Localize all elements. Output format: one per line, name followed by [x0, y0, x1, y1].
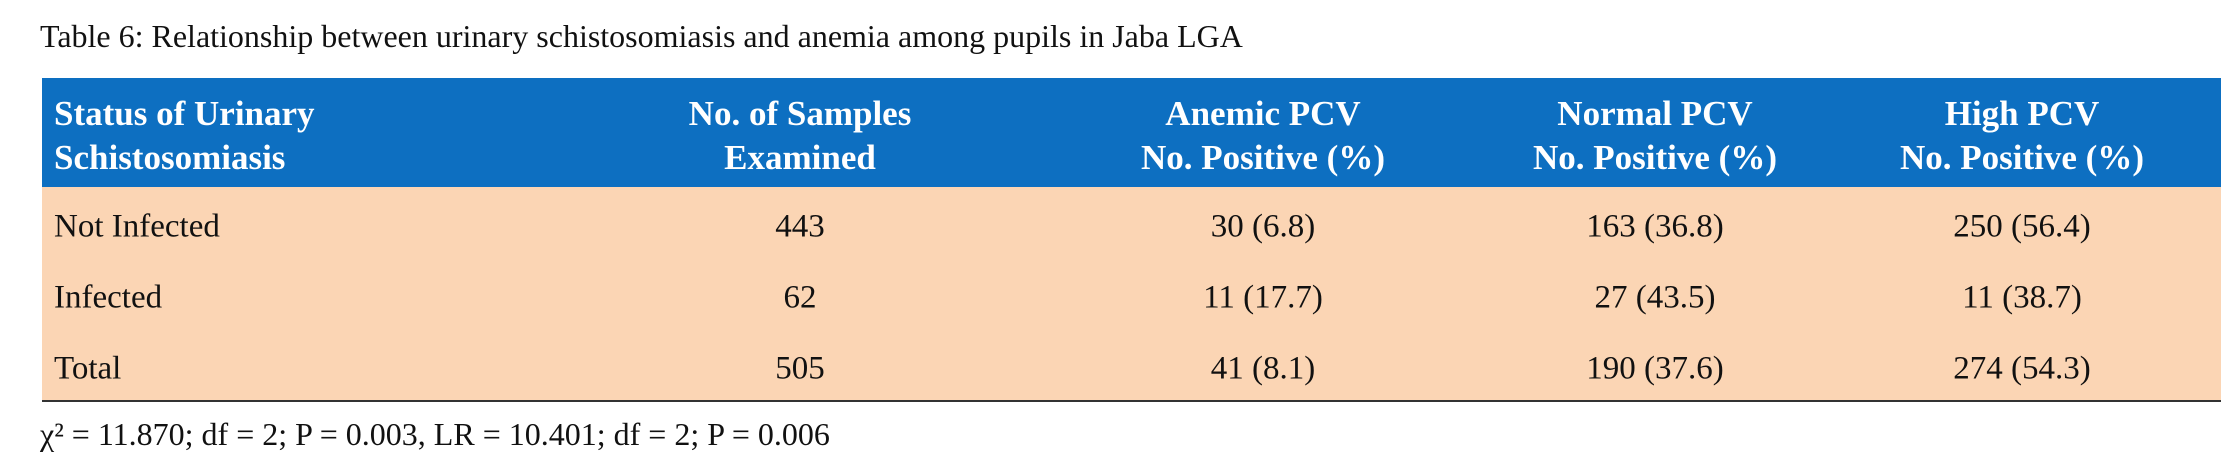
- cell: 11 (38.7): [1962, 279, 2082, 316]
- table: Status of Urinary Schistosomiasis No. of S…: [42, 78, 2221, 402]
- header-line: Status of Urinary: [54, 94, 315, 133]
- cell: Infected: [54, 279, 163, 316]
- header-cell: Normal PCV No. Positive (%): [1533, 92, 1777, 180]
- cell: 11 (17.7): [1203, 279, 1323, 316]
- header-cell: High PCV No. Positive (%): [1900, 92, 2144, 180]
- header-line: High PCV: [1944, 94, 2100, 133]
- cell: 30 (6.8): [1210, 208, 1316, 245]
- table-header: Status of Urinary Schistosomiasis No. of S…: [42, 78, 2221, 187]
- cell: 250 (56.4): [1953, 208, 2091, 245]
- header-cell: Anemic PCV No. Positive (%): [1141, 92, 1385, 180]
- cell: Total: [54, 350, 122, 387]
- header-cell: Status of Urinary Schistosomiasis: [54, 92, 315, 180]
- header-line: No. of Samples: [688, 94, 912, 133]
- header-cell: No. of Samples Examined: [689, 92, 912, 180]
- cell: 163 (36.8): [1586, 208, 1724, 245]
- header-line: Examined: [724, 138, 876, 177]
- cell: Not Infected: [54, 208, 220, 245]
- cell: 274 (54.3): [1953, 350, 2091, 387]
- header-line: Anemic PCV: [1165, 94, 1361, 133]
- cell: 443: [775, 208, 825, 245]
- header-line: No. Positive (%): [1533, 138, 1777, 177]
- header-line: No. Positive (%): [1900, 138, 2144, 177]
- cell: 190 (37.6): [1586, 350, 1724, 387]
- table-title: Table 6: Relationship between urinary sc…: [40, 18, 1243, 54]
- table-body: Not Infected 443 30 (6.8) 163 (36.8) 250 (56…: [42, 187, 2221, 402]
- cell: 41 (8.1): [1210, 350, 1316, 387]
- header-line: No. Positive (%): [1141, 138, 1385, 177]
- header-line: Normal PCV: [1557, 94, 1753, 133]
- cell: 62: [783, 279, 817, 316]
- header-line: Schistosomiasis: [54, 138, 286, 177]
- footnote: χ² = 11.870; df = 2; P = 0.003, LR = 10.…: [40, 416, 830, 452]
- cell: 27 (43.5): [1594, 279, 1716, 316]
- cell: 505: [775, 350, 825, 387]
